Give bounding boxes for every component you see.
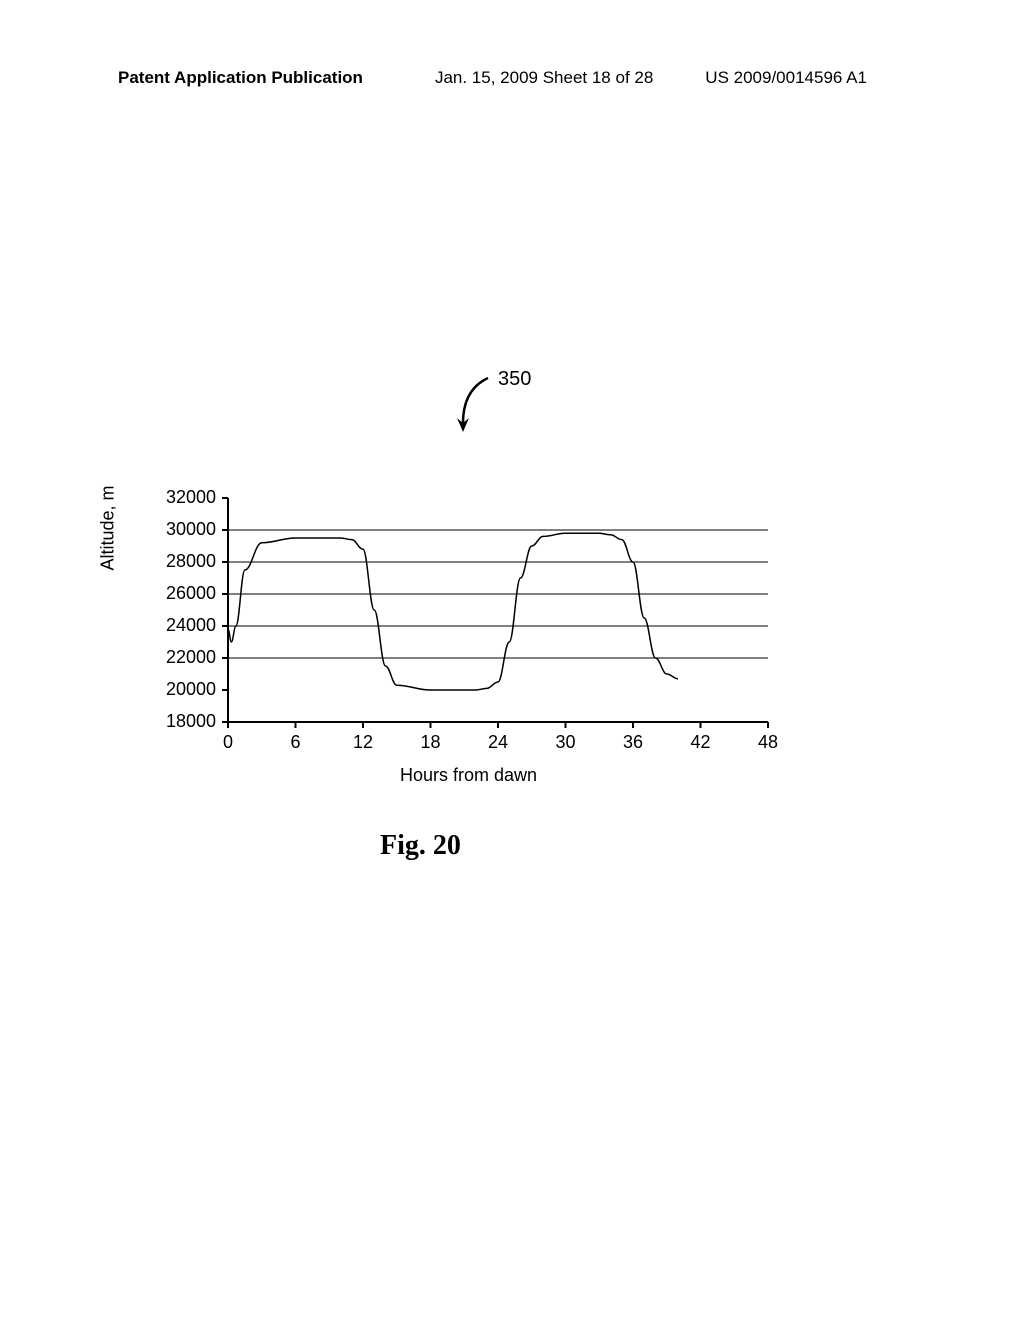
x-tick-label: 24: [483, 732, 513, 753]
header-application-number: US 2009/0014596 A1: [705, 68, 867, 88]
x-tick-label: 48: [753, 732, 783, 753]
y-tick-label: 32000: [156, 487, 216, 508]
y-tick-label: 30000: [156, 519, 216, 540]
x-tick-label: 18: [416, 732, 446, 753]
header-date-sheet: Jan. 15, 2009 Sheet 18 of 28: [435, 68, 653, 88]
x-axis-label: Hours from dawn: [400, 765, 537, 786]
x-tick-label: 12: [348, 732, 378, 753]
page-header: Patent Application Publication Jan. 15, …: [0, 68, 1024, 88]
y-tick-label: 24000: [156, 615, 216, 636]
header-publication-type: Patent Application Publication: [118, 68, 363, 88]
altitude-chart: [0, 0, 1024, 1320]
x-tick-label: 30: [551, 732, 581, 753]
x-tick-label: 42: [686, 732, 716, 753]
x-tick-label: 0: [213, 732, 243, 753]
y-axis-label: Altitude, m: [98, 485, 119, 570]
y-tick-label: 18000: [156, 711, 216, 732]
y-tick-label: 20000: [156, 679, 216, 700]
reference-number: 350: [498, 368, 531, 391]
x-tick-label: 6: [281, 732, 311, 753]
y-tick-label: 22000: [156, 647, 216, 668]
x-tick-label: 36: [618, 732, 648, 753]
figure-label: Fig. 20: [380, 830, 461, 862]
y-tick-label: 28000: [156, 551, 216, 572]
y-tick-label: 26000: [156, 583, 216, 604]
